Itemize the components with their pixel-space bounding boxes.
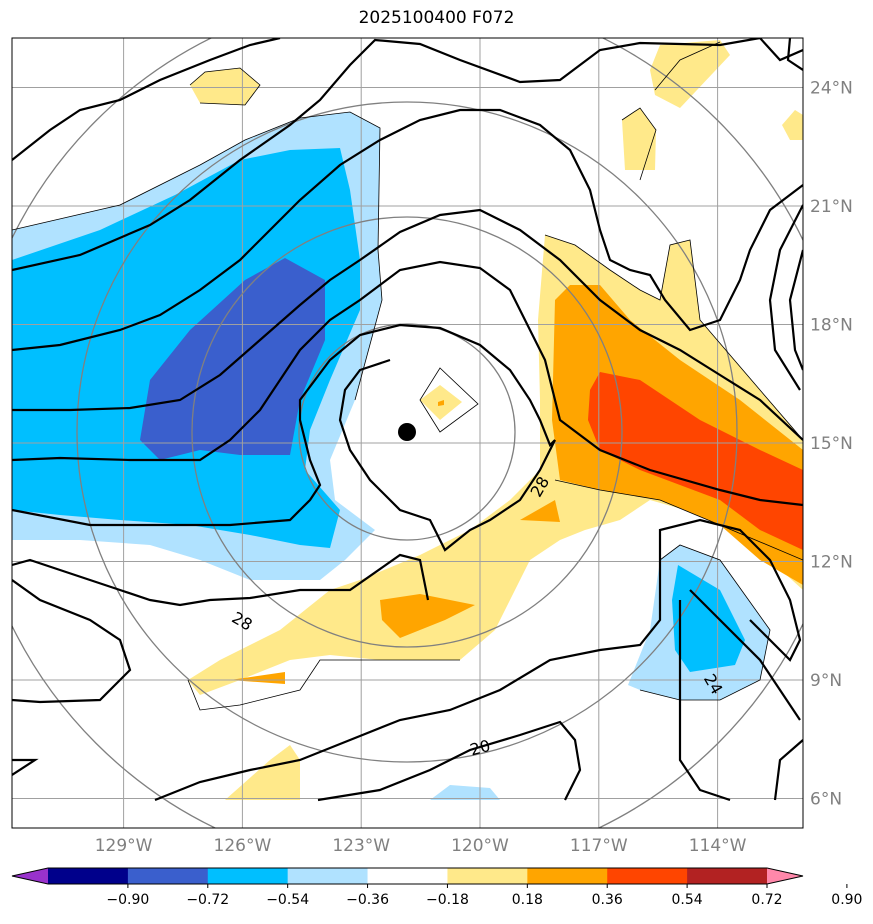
colorbar-segment <box>287 868 369 884</box>
anomaly-yellow-ne <box>650 40 730 108</box>
lon-tick-label: 126°W <box>214 836 272 856</box>
colorbar-segment <box>48 868 129 884</box>
storm-center-marker <box>398 423 416 441</box>
lon-tick-label: 123°W <box>332 836 390 856</box>
anomaly-yellow-ne3 <box>782 110 803 140</box>
colorbar-segment <box>687 868 768 884</box>
anomaly-light-blue-south <box>430 785 500 800</box>
anomaly-yellow-ne2 <box>622 108 656 170</box>
range-rings <box>12 38 803 828</box>
colorbar-segment <box>527 868 608 884</box>
map-title: 2025100400 F072 <box>358 8 515 28</box>
colorbar-extend-low <box>12 868 48 884</box>
lat-tick-label: 24°N <box>810 79 853 99</box>
colorbar-tick-label: 0.18 <box>512 892 543 908</box>
colorbar-tick-label: −0.54 <box>266 892 309 908</box>
anomaly-yellow-south <box>225 745 300 800</box>
colorbar-segment <box>367 868 448 884</box>
lon-tick-label: 120°W <box>451 836 509 856</box>
colorbar-segment <box>207 868 289 884</box>
lat-tick-label: 15°N <box>810 434 853 454</box>
colorbar-segment <box>127 868 209 884</box>
contour-label: 20 <box>468 736 493 760</box>
colorbar-tick-label: 0.36 <box>592 892 623 908</box>
lat-tick-label: 6°N <box>810 790 842 810</box>
anomaly-red-band <box>588 372 803 550</box>
colorbar-tick-label: −0.18 <box>426 892 469 908</box>
lon-tick-label: 114°W <box>689 836 747 856</box>
colorbar-tick-label: 0.72 <box>751 892 782 908</box>
colorbar-extend-high <box>767 868 803 884</box>
colorbar-tick-label: 0.90 <box>831 892 862 908</box>
anomaly-orange-storm <box>438 400 444 406</box>
colorbar-tick-label: −0.36 <box>346 892 389 908</box>
thin-contours <box>12 41 803 711</box>
colorbar-tick-label: −0.72 <box>186 892 229 908</box>
colorbar-tick-label: 0.54 <box>672 892 703 908</box>
lat-tick-label: 9°N <box>810 671 842 691</box>
anomaly-dark-blue-west <box>140 258 325 460</box>
lat-tick-label: 18°N <box>810 316 853 336</box>
colorbar-tick-label: −0.90 <box>106 892 149 908</box>
lon-tick-label: 117°W <box>570 836 628 856</box>
longitude-labels: 129°W 126°W 123°W 120°W 117°W 114°W <box>95 836 747 856</box>
colorbar-segment <box>447 868 528 884</box>
latitude-labels: 24°N 21°N 18°N 15°N 12°N 9°N 6°N <box>810 79 853 810</box>
lat-tick-label: 12°N <box>810 553 853 573</box>
lat-tick-label: 21°N <box>810 197 853 217</box>
anomaly-orange-patch-3 <box>230 672 285 684</box>
anomaly-orange-patch-1 <box>380 594 475 638</box>
thick-contours <box>12 38 803 802</box>
anomaly-orange-patch-2 <box>520 500 560 522</box>
plot-frame <box>11 37 804 829</box>
colorbar-outline <box>11 867 804 885</box>
colorbar: −0.90 −0.72 −0.54 −0.36 −0.18 0.18 0.36 0.54 0.7… <box>11 867 862 908</box>
lon-tick-label: 129°W <box>95 836 153 856</box>
colorbar-segment <box>607 868 688 884</box>
